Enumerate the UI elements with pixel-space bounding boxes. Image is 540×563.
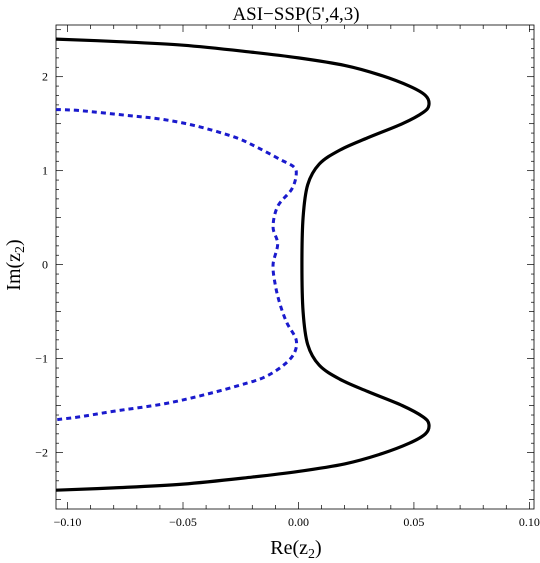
chart-title: ASI−SSP(5',4,3) [232, 4, 359, 25]
y-axis-label-main: Im(z [3, 253, 25, 291]
x-tick-label: −0.05 [169, 515, 197, 529]
x-axis-label-main: Re(z [270, 537, 308, 559]
y-axis-label-close: ) [3, 239, 25, 246]
y-tick-label: −2 [35, 446, 48, 460]
y-axis-label: Im(z2) [3, 239, 28, 290]
x-axis-label-sub: 2 [308, 547, 315, 562]
x-tick-label: 0.05 [403, 515, 424, 529]
y-tick-label: 2 [42, 70, 48, 84]
series-line-solid [56, 37, 431, 492]
x-tick-label: −0.10 [54, 515, 82, 529]
series-line-dashed [56, 108, 299, 422]
plot-frame [55, 24, 535, 510]
y-tick-label: 1 [42, 164, 48, 178]
y-axis-label-sub: 2 [13, 246, 28, 253]
y-tick-label: 0 [42, 258, 48, 272]
x-axis-label: Re(z2) [270, 537, 321, 562]
tick-layer: −0.10 −0.05 0.00 0.05 0.10 −2 −1 0 1 2 [35, 25, 540, 529]
y-tick-label: −1 [35, 352, 48, 366]
plot-area: −0.10 −0.05 0.00 0.05 0.10 −2 −1 0 1 2 [35, 24, 540, 529]
series-layer [56, 37, 431, 492]
x-tick-label: 0.10 [519, 515, 540, 529]
x-axis-label-close: ) [315, 537, 322, 559]
x-tick-label: 0.00 [288, 515, 309, 529]
